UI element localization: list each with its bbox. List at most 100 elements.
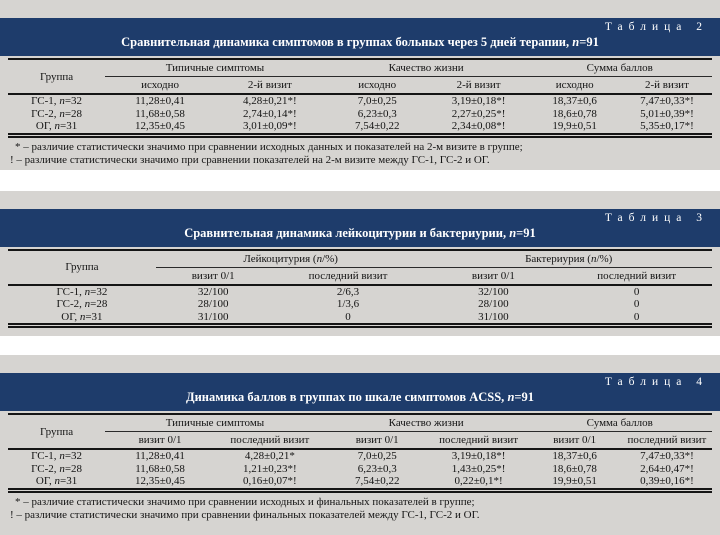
table-cell: 0,22±0,1*! bbox=[454, 475, 503, 487]
table-row: ОГ, n=31 12,35±0,45 0,16±0,07*! 7,54±0,22 0,… bbox=[8, 475, 712, 488]
data-table: Группа Лейкоцитурия (n/%) Бактериурия (n/%… bbox=[8, 248, 712, 324]
table-cell: 7,47±0,33*! bbox=[640, 95, 694, 107]
table-container: Группа Лейкоцитурия (n/%) Бактериурия (n/%… bbox=[0, 247, 720, 328]
table-cell: 1,43±0,25*! bbox=[451, 462, 506, 475]
table-container: Группа Типичные симптомы Качество жизни Сум… bbox=[0, 411, 720, 493]
table-cell: 2,34±0,08*! bbox=[451, 120, 506, 132]
table-cell: 31/100 bbox=[478, 310, 509, 323]
table-cell: 31/100 bbox=[197, 310, 229, 323]
table-cell: 32/100 bbox=[197, 285, 229, 298]
table-title-bar: Таблица 4 Динамика баллов в группах по ш… bbox=[0, 373, 720, 411]
table-bottom-rule bbox=[8, 132, 712, 138]
table-number-label: Таблица 4 bbox=[604, 376, 708, 388]
column-group-header: Типичные симптомы bbox=[105, 59, 325, 77]
table-number-label: Таблица 2 bbox=[604, 21, 708, 33]
table-cell: 6,23±0,3 bbox=[357, 462, 397, 475]
row-group-label: ГС-1, n=32 bbox=[31, 95, 83, 107]
table-cell: 4,28±0,21* bbox=[244, 450, 295, 462]
table-cell: 12,35±0,45 bbox=[135, 120, 186, 132]
column-subheader: последний визит bbox=[429, 431, 528, 450]
table-cell: 6,23±0,3 bbox=[357, 107, 397, 120]
table-block-3: Таблица 3 Сравнительная динамика лейкоци… bbox=[0, 190, 720, 336]
table-row: ГС-2, n=28 28/100 1/3,6 28/100 0 bbox=[8, 298, 712, 311]
column-subheader: последний визит bbox=[214, 431, 325, 450]
table-number-label: Таблица 3 bbox=[604, 211, 708, 224]
table-cell: 2/6,3 bbox=[336, 285, 360, 298]
table-title-bar: Таблица 2 Сравнительная динамика симптом… bbox=[0, 18, 720, 56]
table-bottom-rule bbox=[8, 487, 712, 493]
table-cell: 18,37±0,6 bbox=[552, 450, 597, 462]
column-subheader: последний визит bbox=[561, 267, 712, 286]
table-cell: 3,19±0,18*! bbox=[451, 95, 506, 107]
column-subheader: визит 0/1 bbox=[425, 267, 562, 286]
table-cell: 1,21±0,23*! bbox=[243, 462, 297, 475]
column-subheader: 2-й визит bbox=[621, 76, 712, 95]
table-footnotes: * – различие статистически значимо при с… bbox=[0, 138, 720, 170]
table-cell: 32/100 bbox=[478, 285, 509, 298]
column-group-header: Лейкоцитурия (n/%) bbox=[155, 249, 426, 268]
table-cell: 2,64±0,47*! bbox=[640, 462, 694, 475]
table-cell: 7,47±0,33*! bbox=[640, 450, 694, 462]
table-cell: 3,19±0,18*! bbox=[451, 450, 506, 462]
table-cell: 2,74±0,14*! bbox=[243, 107, 297, 120]
table-cell: 28/100 bbox=[478, 298, 509, 310]
table-row: ГС-1, n=32 11,28±0,41 4,28±0,21*! 7,0±0,25 3… bbox=[8, 94, 712, 108]
table-cell: 7,54±0,22 bbox=[354, 475, 400, 487]
table-cell: 11,68±0,58 bbox=[135, 107, 185, 120]
table-container: Группа Типичные симптомы Качество жизни Сум… bbox=[0, 56, 720, 138]
table-footnotes: * – различие статистически значимо при с… bbox=[0, 493, 720, 525]
table-title: Сравнительная динамика симптомов в групп… bbox=[121, 35, 599, 49]
table-cell: 0,39±0,16*! bbox=[640, 475, 694, 487]
table-cell: 12,35±0,45 bbox=[135, 475, 186, 487]
footnote-exclamation: ! – различие статистически значимо при с… bbox=[10, 508, 480, 521]
table-cell: 7,0±0,25 bbox=[357, 95, 397, 107]
column-subheader: исходно bbox=[105, 76, 215, 95]
table-row: ОГ, n=31 12,35±0,45 3,01±0,09*! 7,54±0,22 2,… bbox=[8, 120, 712, 133]
column-subheader: визит 0/1 bbox=[155, 267, 271, 286]
table-cell: 5,01±0,39*! bbox=[640, 107, 694, 120]
column-header-group: Группа bbox=[8, 59, 106, 95]
row-group-label: ГС-1, n=32 bbox=[31, 450, 83, 462]
block-top-strip bbox=[0, 191, 720, 209]
column-subheader: 2-й визит bbox=[214, 76, 325, 95]
column-subheader: исходно bbox=[324, 76, 430, 95]
table-cell: 0 bbox=[345, 310, 351, 323]
table-row: ГС-1, n=32 11,28±0,41 4,28±0,21* 7,0±0,25 3,… bbox=[8, 449, 712, 463]
column-header-group: Группа bbox=[8, 414, 106, 450]
row-group-label: ОГ, n=31 bbox=[35, 475, 78, 487]
table-block-4: Таблица 4 Динамика баллов в группах по ш… bbox=[0, 355, 720, 535]
table-row: ОГ, n=31 31/100 0 31/100 0 bbox=[8, 311, 712, 324]
column-subheader: визит 0/1 bbox=[527, 431, 622, 450]
column-group-header: Типичные симптомы bbox=[105, 414, 325, 432]
block-bottom-strip bbox=[0, 525, 720, 535]
table-cell: 5,35±0,17*! bbox=[640, 120, 694, 132]
data-table: Группа Типичные симптомы Качество жизни Сум… bbox=[8, 413, 712, 488]
table-title-bar: Таблица 3 Сравнительная динамика лейкоци… bbox=[0, 208, 720, 247]
table-cell: 11,28±0,41 bbox=[135, 450, 185, 462]
footnote-asterisk: * – различие статистически значимо при с… bbox=[15, 495, 475, 508]
column-group-header: Сумма баллов bbox=[527, 59, 712, 77]
row-group-label: ОГ, n=31 bbox=[35, 120, 78, 132]
table-cell: 1/3,6 bbox=[336, 298, 360, 310]
row-group-label: ОГ, n=31 bbox=[61, 310, 103, 323]
table-cell: 19,9±0,51 bbox=[552, 475, 597, 487]
column-group-header: Бактериурия (n/%) bbox=[425, 249, 712, 268]
column-group-header: Качество жизни bbox=[324, 59, 528, 77]
table-row: ГС-2, n=28 11,68±0,58 2,74±0,14*! 6,23±0,3 2… bbox=[8, 108, 712, 121]
table-cell: 4,28±0,21*! bbox=[243, 95, 297, 107]
table-cell: 19,9±0,51 bbox=[552, 120, 597, 132]
block-bottom-strip bbox=[0, 328, 720, 336]
table-row: ГС-2, n=28 11,68±0,58 1,21±0,23*! 6,23±0,3 1… bbox=[8, 463, 712, 476]
footnote-exclamation: ! – различие статистически значимо при с… bbox=[10, 153, 490, 166]
table-cell: 18,6±0,78 bbox=[552, 462, 597, 475]
row-group-label: ГС-2, n=28 bbox=[56, 298, 108, 310]
row-group-label: ГС-1, n=32 bbox=[56, 285, 108, 298]
table-cell: 18,6±0,78 bbox=[552, 107, 597, 120]
table-cell: 7,54±0,22 bbox=[354, 120, 400, 132]
column-subheader: последний визит bbox=[270, 267, 426, 286]
table-cell: 11,28±0,41 bbox=[135, 95, 185, 107]
column-group-header: Сумма баллов bbox=[527, 414, 712, 432]
block-top-strip bbox=[0, 355, 720, 373]
row-group-label: ГС-2, n=28 bbox=[31, 462, 83, 475]
table-row: ГС-1, n=32 32/100 2/6,3 32/100 0 bbox=[8, 285, 712, 299]
